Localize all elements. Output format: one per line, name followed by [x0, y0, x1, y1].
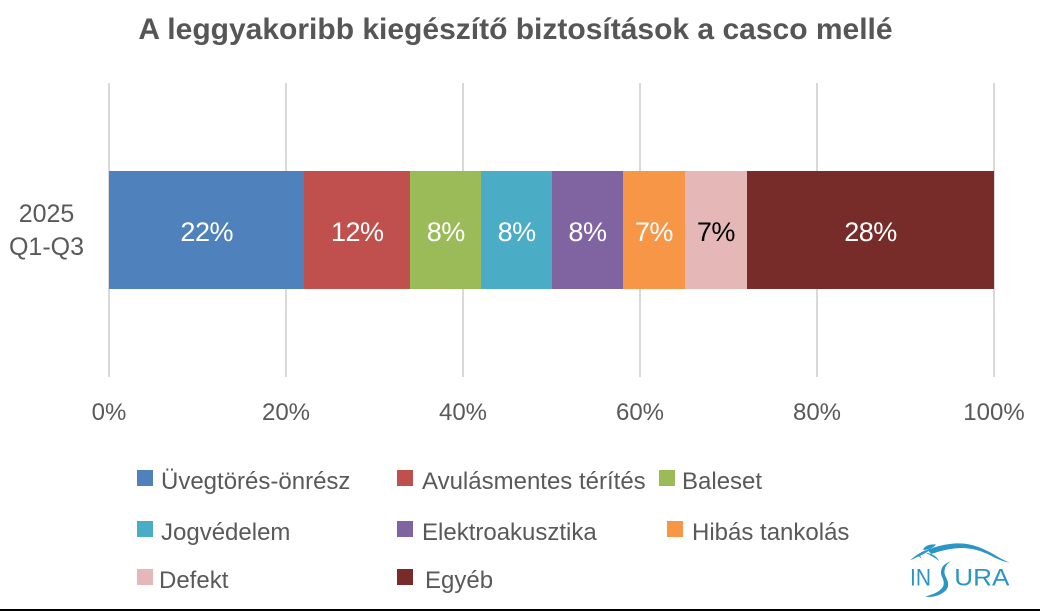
svg-text:IN: IN: [910, 565, 931, 592]
svg-text:URA: URA: [954, 565, 1009, 592]
